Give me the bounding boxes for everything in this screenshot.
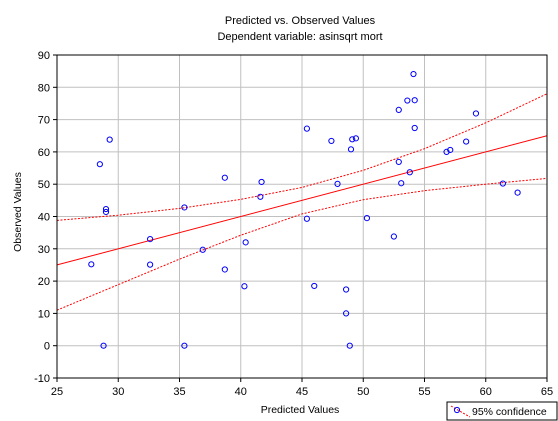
data-point [221,266,228,273]
y-tick-label: 80 [38,82,50,94]
data-point [390,233,397,240]
data-point [241,283,248,290]
data-point [257,193,264,200]
data-point [334,180,341,187]
data-point [346,342,353,349]
y-tick-label: 10 [38,308,50,320]
data-point [395,106,402,114]
y-tick-label: 70 [38,115,50,127]
legend-confidence-swatch [450,405,471,418]
data-point [199,246,206,253]
y-tick-label: 20 [38,276,50,288]
data-point [410,70,417,78]
legend-box [446,401,558,421]
data-point [343,310,350,317]
data-point [303,125,310,132]
data-point [406,169,413,176]
data-point [102,205,110,213]
data-point [100,342,107,349]
data-point [102,208,110,216]
data-point [147,261,154,268]
legend-point-swatch [453,406,461,414]
legend: 95% confidence [446,401,558,421]
x-axis-label: Predicted Values [261,404,340,416]
data-point [404,97,411,104]
confidence-lower-line [57,177,547,311]
chart-subtitle: Dependent variable: asinsqrt mort [217,31,382,43]
data-point [349,136,356,143]
x-tick-label: 30 [112,386,124,398]
chart-title: Predicted vs. Observed Values [225,15,376,27]
x-axis-ticks: 25 30 35 40 45 50 55 60 65 [51,378,553,398]
series-layer [57,93,547,311]
x-tick-label: 25 [51,386,63,398]
y-axis-ticks: -10 0 10 20 30 40 50 60 70 80 90 [34,50,57,385]
y-tick-label: 40 [38,212,50,224]
y-tick-label: 50 [38,179,50,191]
x-tick-label: 60 [480,386,492,398]
data-point [221,174,228,181]
data-point [88,261,95,268]
data-point [106,136,113,143]
data-point [328,137,335,145]
confidence-upper-line [57,93,547,221]
legend-label: 95% confidence [472,406,547,418]
data-point [411,97,418,104]
data-point [347,146,355,153]
regression-line [57,135,547,266]
data-point [514,189,521,196]
data-point [499,180,506,187]
data-point [447,146,454,154]
data-point [472,110,480,117]
y-tick-label: 0 [44,341,50,353]
y-tick-label: 90 [38,50,50,62]
data-point [411,124,418,132]
x-tick-label: 45 [296,386,308,398]
data-point [311,282,318,290]
data-point [363,215,371,222]
data-point [147,236,154,243]
y-tick-label: -10 [34,373,50,385]
data-point [395,158,402,166]
x-tick-label: 55 [418,386,430,398]
data-point [303,215,310,222]
x-tick-label: 35 [173,386,185,398]
x-tick-label: 50 [357,386,369,398]
x-tick-label: 65 [541,386,553,398]
data-points [88,70,521,349]
x-tick-label: 40 [235,386,247,398]
data-point [258,178,265,186]
data-point [463,138,470,145]
data-point [398,180,405,187]
y-axis-label: Observed Values [12,172,24,252]
y-tick-label: 60 [38,147,50,159]
data-point [343,286,350,293]
data-point [181,204,188,211]
plot-border [56,54,548,379]
data-point [181,342,188,349]
data-point [352,135,359,142]
data-point [242,239,249,246]
y-tick-label: 30 [38,244,50,256]
data-point [96,161,103,168]
